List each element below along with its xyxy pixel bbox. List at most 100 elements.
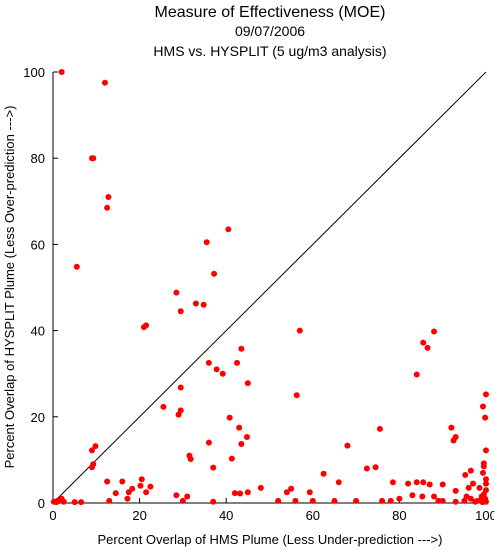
data-point <box>90 155 97 162</box>
data-point <box>105 193 112 200</box>
y-tick-label: 40 <box>31 324 45 339</box>
data-point <box>344 442 351 449</box>
data-point <box>452 498 459 505</box>
data-point <box>296 327 303 334</box>
data-point <box>480 463 487 470</box>
data-point <box>88 447 95 454</box>
data-point <box>426 481 433 488</box>
data-point <box>413 371 420 378</box>
data-point <box>173 289 180 296</box>
data-point <box>275 497 282 504</box>
data-point <box>419 493 426 500</box>
data-points <box>50 69 489 506</box>
data-point <box>376 425 383 432</box>
data-point <box>210 498 217 505</box>
data-point <box>177 308 184 315</box>
data-point <box>213 366 220 373</box>
data-point <box>413 479 420 486</box>
data-point <box>138 476 145 483</box>
data-point <box>175 411 182 418</box>
data-point <box>479 403 486 410</box>
data-point <box>210 464 217 471</box>
data-point <box>462 471 469 478</box>
data-point <box>306 489 313 496</box>
data-point <box>200 301 207 308</box>
data-point <box>293 392 300 399</box>
data-point <box>483 480 489 487</box>
data-point <box>104 204 111 211</box>
data-point <box>226 414 233 421</box>
data-point <box>424 344 431 351</box>
data-point <box>238 440 245 447</box>
data-point <box>431 328 438 335</box>
x-tick-label: 80 <box>392 508 406 523</box>
data-point <box>173 492 180 499</box>
data-point <box>405 480 412 487</box>
data-point <box>363 465 370 472</box>
data-point <box>439 481 446 488</box>
data-point <box>483 447 489 454</box>
data-point <box>465 484 472 491</box>
data-point <box>257 484 264 491</box>
data-point <box>234 359 241 366</box>
data-point <box>205 359 212 366</box>
data-point <box>420 479 427 486</box>
data-point <box>225 226 232 233</box>
chart-date: 09/07/2006 <box>235 23 305 39</box>
y-tick-label: 0 <box>38 496 45 511</box>
data-point <box>331 497 338 504</box>
data-point <box>479 499 486 506</box>
data-point <box>372 464 379 471</box>
data-point <box>431 493 438 500</box>
data-point <box>88 464 95 471</box>
data-point <box>238 345 245 352</box>
data-point <box>244 489 251 496</box>
data-point <box>420 339 427 346</box>
x-tick-label: 20 <box>132 508 146 523</box>
data-point <box>482 414 489 421</box>
data-point <box>387 497 394 504</box>
data-point <box>160 403 167 410</box>
y-tick-label: 20 <box>31 410 45 425</box>
x-tick-label: 60 <box>306 508 320 523</box>
data-point <box>92 443 99 450</box>
data-point <box>231 490 238 497</box>
data-point <box>472 498 479 505</box>
x-axis-ticks: 0 20 40 60 80 100 <box>49 498 494 523</box>
data-point <box>71 499 78 506</box>
data-point <box>112 490 119 497</box>
data-point <box>244 380 251 387</box>
data-point <box>409 492 416 499</box>
data-point <box>389 479 396 486</box>
data-point <box>283 489 290 496</box>
chart-subtitle: HMS vs. HYSPLIT (5 ug/m3 analysis) <box>153 43 386 59</box>
data-point <box>147 483 154 490</box>
data-point <box>211 270 218 277</box>
data-point <box>237 490 244 497</box>
data-point <box>448 424 455 431</box>
data-point <box>483 391 489 398</box>
data-point <box>124 495 131 502</box>
data-point <box>483 476 489 483</box>
data-point <box>476 484 483 491</box>
data-point <box>78 499 85 506</box>
data-point <box>288 485 295 492</box>
data-point <box>470 480 477 487</box>
x-axis-label: Percent Overlap of HMS Plume (Less Under… <box>98 532 443 547</box>
data-point <box>243 434 250 441</box>
data-point <box>236 424 243 431</box>
y-axis-ticks: 0 20 40 60 80 100 <box>23 65 58 511</box>
data-point <box>292 497 299 504</box>
data-point <box>203 239 210 246</box>
data-point <box>483 487 489 494</box>
data-point <box>450 437 457 444</box>
y-axis-label: Percent Overlap of HYSPLIT Plume (Less O… <box>2 106 17 469</box>
data-point <box>205 439 212 446</box>
data-point <box>101 79 108 86</box>
data-point <box>60 498 67 505</box>
data-point <box>461 497 468 504</box>
data-point <box>184 493 191 500</box>
data-point <box>106 497 113 504</box>
data-point <box>467 495 474 502</box>
